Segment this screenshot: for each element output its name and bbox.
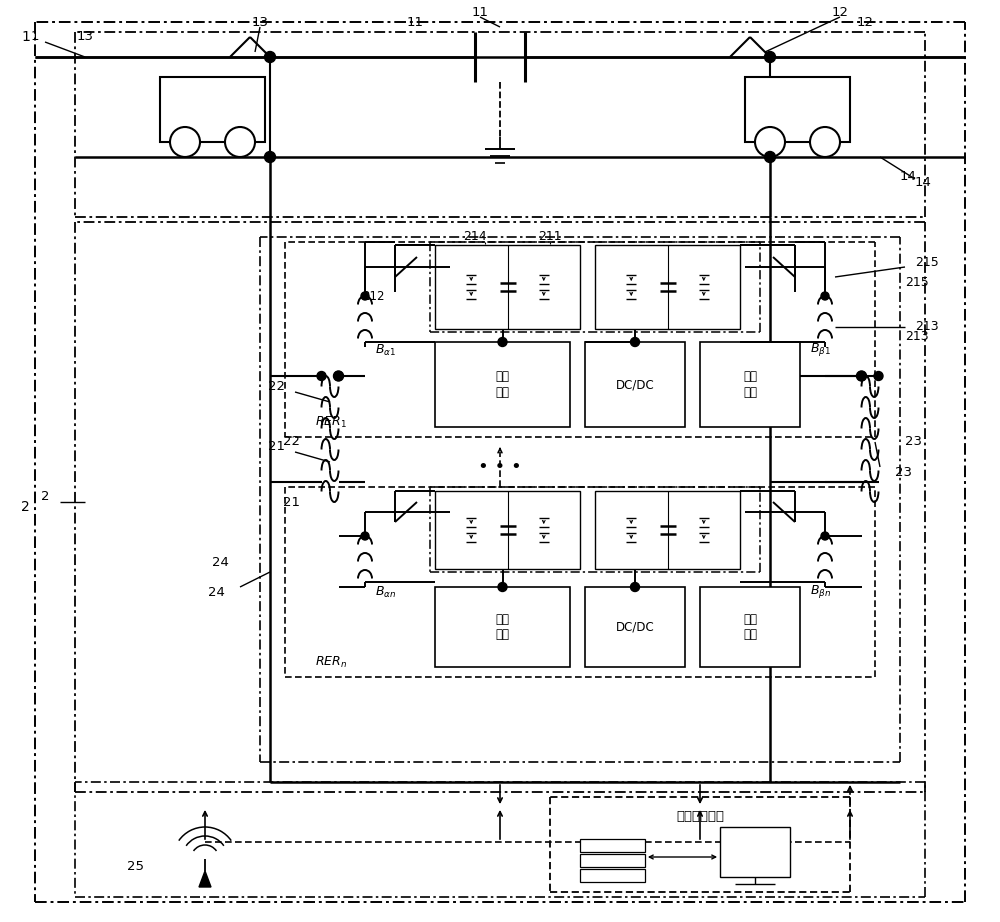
Text: 12: 12 <box>832 6 848 18</box>
Text: 中央控制系统: 中央控制系统 <box>676 810 724 823</box>
Text: 12: 12 <box>856 16 874 29</box>
Bar <box>720 827 790 877</box>
Text: 214: 214 <box>463 230 487 243</box>
Text: 24: 24 <box>212 555 228 569</box>
Text: 212: 212 <box>362 290 385 303</box>
Circle shape <box>856 371 866 381</box>
Text: $B_{\beta 1}$: $B_{\beta 1}$ <box>810 341 831 359</box>
Bar <box>435 491 580 569</box>
Circle shape <box>264 52 276 63</box>
Circle shape <box>821 292 829 300</box>
Text: 1: 1 <box>21 30 30 44</box>
Polygon shape <box>199 871 211 887</box>
Text: 22: 22 <box>268 381 285 394</box>
Bar <box>595 245 740 329</box>
Text: 1: 1 <box>31 30 39 43</box>
Circle shape <box>755 127 785 157</box>
Text: $B_{\alpha 1}$: $B_{\alpha 1}$ <box>375 342 396 358</box>
Circle shape <box>874 372 883 381</box>
Bar <box>435 245 580 329</box>
Text: 2: 2 <box>21 500 30 514</box>
Text: 14: 14 <box>900 171 917 183</box>
Circle shape <box>334 371 344 381</box>
Text: 13: 13 <box>76 30 94 43</box>
Bar <box>700 587 800 667</box>
Circle shape <box>225 127 255 157</box>
Text: DC/DC: DC/DC <box>616 621 654 633</box>
Circle shape <box>170 127 200 157</box>
Text: 215: 215 <box>905 276 929 289</box>
Text: 2: 2 <box>41 491 49 503</box>
Text: RER$_n$: RER$_n$ <box>315 655 347 669</box>
Text: • • •: • • • <box>478 458 522 476</box>
Circle shape <box>334 372 343 381</box>
Circle shape <box>857 372 866 381</box>
Text: DC/DC: DC/DC <box>616 378 654 391</box>
Text: 213: 213 <box>905 330 929 344</box>
Circle shape <box>765 52 776 63</box>
Circle shape <box>765 151 776 162</box>
Text: 14: 14 <box>915 175 932 188</box>
Text: 光伏
阵列: 光伏 阵列 <box>743 371 757 398</box>
Text: 213: 213 <box>915 321 939 334</box>
Circle shape <box>810 127 840 157</box>
Circle shape <box>264 151 276 162</box>
Bar <box>595 491 740 569</box>
Bar <box>160 77 265 142</box>
Circle shape <box>821 532 829 540</box>
Bar <box>745 77 850 142</box>
Text: 21: 21 <box>283 495 300 509</box>
Bar <box>585 587 685 667</box>
Circle shape <box>361 532 369 540</box>
Text: 23: 23 <box>895 466 912 479</box>
Text: 储能
系统: 储能 系统 <box>496 613 510 641</box>
Text: 11: 11 <box>472 6 488 18</box>
Text: 13: 13 <box>252 16 268 29</box>
Text: 24: 24 <box>208 585 225 598</box>
Text: 11: 11 <box>406 16 424 29</box>
Text: 22: 22 <box>283 435 300 448</box>
Text: 21: 21 <box>268 441 285 454</box>
Circle shape <box>631 337 640 347</box>
Text: 23: 23 <box>905 435 922 448</box>
Text: 光伏
阵列: 光伏 阵列 <box>743 613 757 641</box>
Circle shape <box>361 292 369 300</box>
Text: 211: 211 <box>538 230 562 243</box>
Text: RER$_1$: RER$_1$ <box>315 415 347 430</box>
Bar <box>700 342 800 427</box>
Text: 储能
系统: 储能 系统 <box>496 371 510 398</box>
Bar <box>580 854 645 867</box>
Bar <box>435 587 570 667</box>
Bar <box>435 342 570 427</box>
Circle shape <box>317 372 326 381</box>
Circle shape <box>498 583 507 592</box>
Circle shape <box>631 583 640 592</box>
Text: 215: 215 <box>915 255 939 268</box>
Text: $B_{\alpha n}$: $B_{\alpha n}$ <box>375 585 396 599</box>
Bar <box>580 869 645 882</box>
Bar <box>580 839 645 852</box>
Bar <box>585 342 685 427</box>
Text: 25: 25 <box>126 860 144 873</box>
Text: $B_{\beta n}$: $B_{\beta n}$ <box>810 584 831 600</box>
Circle shape <box>498 337 507 347</box>
